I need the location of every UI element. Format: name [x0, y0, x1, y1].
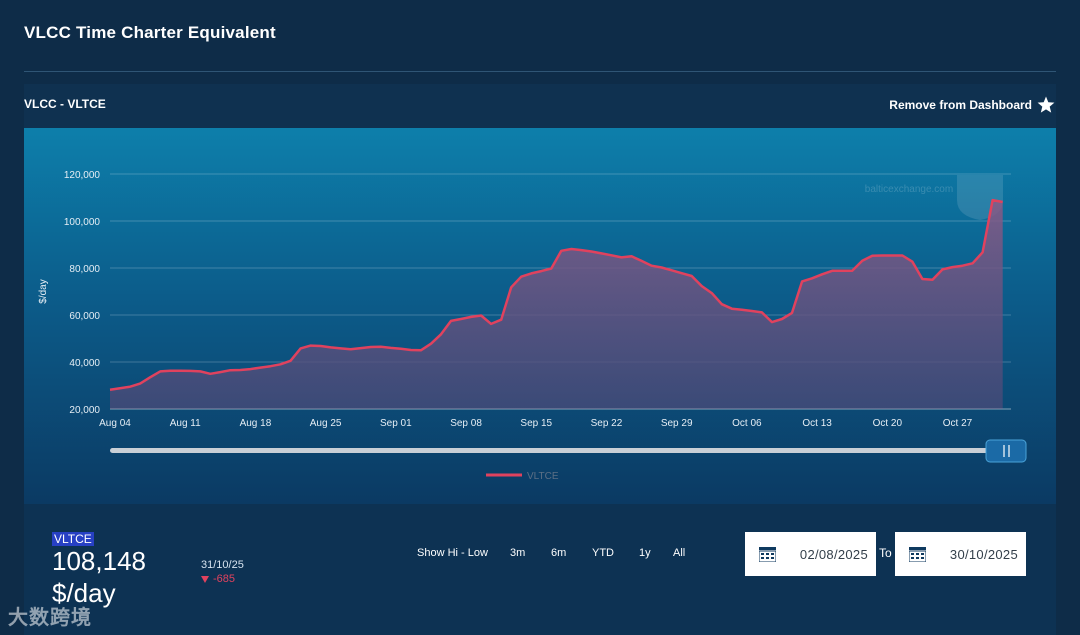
x-tick-label: Oct 20	[873, 418, 903, 429]
navigator-handle[interactable]	[985, 439, 1027, 463]
x-tick-label: Sep 22	[591, 418, 623, 429]
watermark-text: balticexchange.com	[865, 184, 953, 195]
x-tick-label: Aug 25	[310, 418, 342, 429]
to-date-value: 30/10/2025	[949, 546, 1018, 562]
range-all-button[interactable]: All	[673, 547, 686, 559]
vltce-chart: 20,000 40,000 60,000 80,000 100,000 120,000 $/…	[38, 170, 1027, 482]
from-date-field[interactable]: 02/08/2025	[745, 532, 876, 576]
x-tick-label: Sep 15	[520, 418, 552, 429]
y-axis-label: $/day	[38, 279, 49, 303]
x-tick-label: Aug 18	[240, 418, 272, 429]
star-icon	[1037, 96, 1055, 113]
y-tick-label: 100,000	[64, 217, 101, 228]
remove-from-dashboard-button[interactable]: Remove from Dashboard	[889, 95, 1056, 115]
y-tick-label: 20,000	[69, 405, 100, 416]
y-tick-label: 120,000	[64, 170, 101, 181]
x-tick-label: Oct 06	[732, 418, 762, 429]
latest-value: 108,148	[52, 546, 146, 576]
series-badge: VLTCE	[52, 532, 94, 546]
latest-unit: $/day	[52, 578, 116, 608]
x-tick-label: Oct 27	[943, 418, 973, 429]
summary-footer	[24, 504, 1056, 635]
card-title: VLCC - VLTCE	[24, 97, 106, 111]
series-line-vltce	[109, 198, 1003, 391]
change-value: -685	[213, 573, 236, 585]
from-date-value: 02/08/2025	[799, 546, 868, 562]
to-label: To	[879, 546, 892, 560]
x-tick-label: Sep 08	[450, 418, 482, 429]
range-ytd-button[interactable]: YTD	[592, 547, 614, 559]
navigator-track[interactable]	[110, 448, 990, 453]
watermark-logo: 大数跨境	[8, 607, 92, 629]
to-date-field[interactable]: 30/10/2025	[895, 532, 1026, 576]
x-tick-label: Aug 11	[170, 418, 201, 429]
range-6m-button[interactable]: 6m	[551, 547, 567, 559]
legend-item-vltce[interactable]: VLTCE	[486, 471, 559, 482]
change-row: -685	[201, 573, 235, 585]
series-area	[110, 200, 1003, 409]
calendar-icon	[759, 546, 776, 562]
range-1y-button[interactable]: 1y	[639, 547, 651, 559]
title-divider	[24, 71, 1056, 72]
page-title: VLCC Time Charter Equivalent	[24, 23, 276, 42]
calendar-icon	[909, 546, 926, 562]
x-tick-label: Aug 04	[99, 418, 131, 429]
remove-from-dashboard-label: Remove from Dashboard	[889, 98, 1032, 112]
x-tick-label: Sep 01	[380, 418, 412, 429]
chart-area: 20,000 40,000 60,000 80,000 100,000 120,000 $/…	[24, 128, 1056, 504]
show-hi-low-button[interactable]: Show Hi - Low	[417, 547, 488, 559]
latest-date: 31/10/25	[201, 559, 244, 571]
x-tick-label: Oct 13	[802, 418, 832, 429]
y-tick-label: 40,000	[69, 358, 100, 369]
range-3m-button[interactable]: 3m	[510, 547, 526, 559]
legend-label: VLTCE	[527, 471, 559, 482]
x-tick-label: Sep 29	[661, 418, 693, 429]
y-tick-label: 60,000	[69, 311, 100, 322]
y-tick-label: 80,000	[69, 264, 100, 275]
down-arrow-icon	[201, 575, 209, 583]
